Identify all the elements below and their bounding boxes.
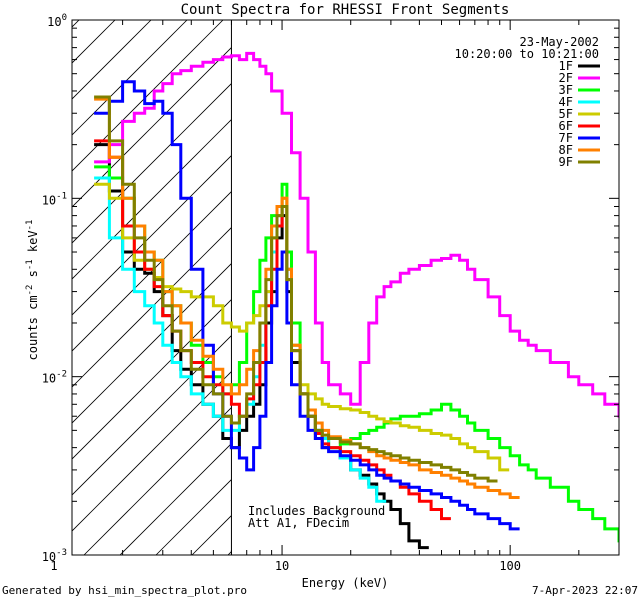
y-tick-label: 10-3 (42, 548, 67, 564)
y-tick-label: 10-1 (42, 191, 67, 207)
y-tick-label: 10-2 (42, 370, 67, 386)
axis-ticks (72, 19, 620, 556)
y-axis-label-mid1: s (26, 270, 40, 284)
hatch-line (119, 442, 232, 555)
legend-label-8F: 8F (559, 143, 573, 157)
x-tick-labels: 1 10 100 (50, 559, 521, 573)
hatch-line (72, 190, 232, 352)
time-range-label: 10:20:00 to 10:21:00 (455, 47, 600, 61)
y-axis-label: counts cm-2 s-1 keV-1 (25, 220, 40, 361)
series-line-9F (94, 95, 498, 483)
hatch-line (72, 262, 232, 424)
hatch-line (72, 20, 152, 100)
hatch-line (72, 82, 232, 244)
footer-timestamp: 7-Apr-2023 22:07 (532, 584, 638, 597)
legend-label-5F: 5F (559, 107, 573, 121)
y-tick-label: 100 (47, 13, 67, 29)
background-note: Includes Background (248, 504, 385, 518)
legend-label-9F: 9F (559, 155, 573, 169)
legend-label-1F: 1F (559, 59, 573, 73)
legend-label-3F: 3F (559, 83, 573, 97)
hatch-line (72, 154, 232, 316)
hatch-line (72, 20, 80, 28)
hatch-line (72, 118, 232, 280)
series-line-7F (94, 80, 520, 531)
y-tick-labels: 100 10-1 10-2 10-3 (42, 13, 67, 564)
footer-generated-by: Generated by hsi_min_spectra_plot.pro (2, 584, 247, 597)
series-line-3F (94, 165, 619, 543)
attenuator-note: Att A1, FDecim (248, 516, 349, 530)
hatch-line (336, 0, 640, 555)
y-axis-label-exp2: -1 (25, 259, 35, 270)
y-axis-label-base: counts cm (26, 295, 40, 360)
y-axis-label-mid2: keV (26, 230, 40, 259)
x-tick-label: 100 (499, 559, 521, 573)
legend-label-4F: 4F (559, 95, 573, 109)
legend-label-6F: 6F (559, 119, 573, 133)
threshold-hatch-region (72, 0, 640, 555)
x-axis-label: Energy (keV) (302, 576, 389, 590)
hatch-line (72, 20, 188, 136)
legend-label-7F: 7F (559, 131, 573, 145)
x-tick-label: 10 (275, 559, 289, 573)
hatch-line (72, 370, 232, 532)
date-label: 23-May-2002 (520, 35, 599, 49)
hatch-line (72, 334, 232, 496)
hatch-line (264, 0, 640, 555)
series-line-2F (94, 51, 619, 418)
hatch-line (72, 20, 224, 172)
hatch-line (300, 0, 640, 555)
y-axis-label-exp3: -1 (25, 220, 35, 231)
hatch-line (72, 20, 116, 64)
x-tick-label: 1 (50, 559, 57, 573)
hatch-line (72, 46, 232, 208)
y-axis-label-exp1: -2 (25, 285, 35, 296)
series-line-5F (94, 182, 510, 472)
hatch-line (72, 298, 232, 460)
hatch-line (72, 226, 232, 388)
legend-label-2F: 2F (559, 71, 573, 85)
plot-frame (71, 19, 620, 556)
hatch-line (83, 406, 232, 555)
chart-title: Count Spectra for RHESSI Front Segments (181, 2, 510, 18)
hatch-line (372, 0, 640, 555)
